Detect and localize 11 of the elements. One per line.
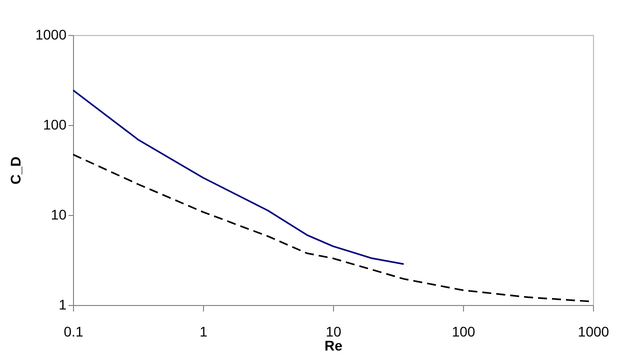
x-tick-label: 1	[200, 324, 208, 340]
x-tick-label: 100	[452, 324, 476, 340]
x-axis-title: Re	[324, 338, 343, 354]
x-tick-label: 1000	[578, 324, 610, 340]
y-tick-label: 1	[58, 296, 67, 312]
y-tick-label: 1000	[35, 26, 67, 42]
y-axis-title: C_D	[7, 156, 24, 185]
x-tick-label: 0.1	[64, 324, 84, 340]
y-tick-label: 100	[43, 116, 67, 132]
x-tick-label: 10	[326, 324, 342, 340]
y-tick-label: 10	[50, 206, 67, 222]
